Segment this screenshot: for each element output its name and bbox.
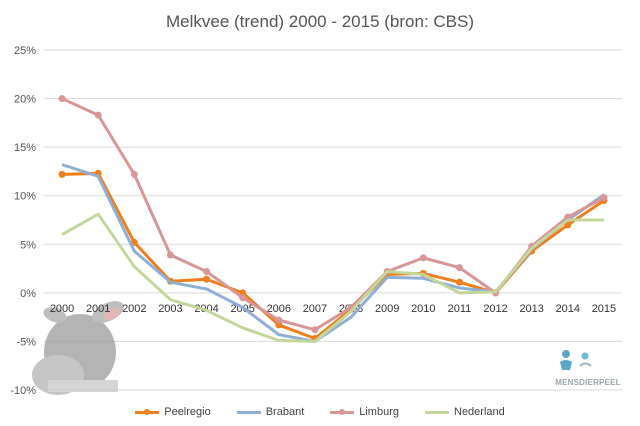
x-tick-label: 2014 — [556, 303, 580, 315]
data-point — [130, 170, 138, 178]
y-tick-label: 20% — [14, 94, 36, 106]
data-point — [166, 251, 174, 259]
x-tick-label: 2015 — [592, 303, 616, 315]
data-point — [94, 111, 102, 119]
legend-label: Peelregio — [164, 406, 211, 418]
watermark: MENSDIERPEEL — [548, 348, 628, 390]
y-tick-label: 15% — [14, 142, 36, 154]
y-tick-label: 25% — [14, 45, 36, 57]
cow-photo-icon — [32, 301, 124, 395]
y-tick-label: -10% — [10, 385, 36, 397]
y-tick-label: 5% — [20, 239, 36, 251]
legend-swatch — [425, 410, 449, 414]
legend-label: Nederland — [454, 406, 505, 418]
x-tick-label: 2013 — [519, 303, 543, 315]
legend-swatch — [330, 408, 355, 415]
data-point — [203, 267, 211, 275]
legend-swatch — [236, 410, 261, 414]
data-point — [203, 275, 211, 283]
x-tick-label: 2003 — [158, 303, 182, 315]
people-around-animal-logo-icon — [560, 350, 592, 370]
x-tick-label: 2011 — [448, 303, 472, 315]
x-tick-label: 2009 — [375, 303, 399, 315]
y-tick-label: 10% — [14, 191, 36, 203]
x-tick-label: 2012 — [483, 303, 507, 315]
legend-label: Limburg — [359, 406, 399, 418]
data-point — [275, 316, 283, 324]
legend-item-nederland: Nederland — [425, 406, 505, 418]
x-axis-labels: 2000200120022003200420052006200720082009… — [50, 303, 616, 315]
data-point — [275, 321, 283, 329]
legend-label: Brabant — [265, 406, 305, 418]
x-tick-label: 2000 — [50, 303, 74, 315]
data-point — [455, 278, 463, 286]
y-tick-label: 0% — [20, 288, 36, 300]
watermark-text: MENSDIERPEEL — [555, 378, 621, 387]
x-tick-label: 2010 — [411, 303, 435, 315]
x-tick-label: 2002 — [122, 303, 146, 315]
x-tick-label: 2006 — [267, 303, 291, 315]
legend-item-peelregio: Peelregio — [135, 406, 211, 418]
x-tick-label: 2001 — [86, 303, 110, 315]
data-point — [419, 254, 427, 262]
gridlines — [44, 49, 622, 391]
data-point — [58, 170, 66, 178]
series-lines — [58, 95, 608, 343]
legend: Peelregio Brabant Limburg Nederland — [0, 406, 640, 418]
legend-item-limburg: Limburg — [330, 406, 399, 418]
series-line-nederland — [61, 212, 604, 343]
legend-swatch — [135, 408, 160, 415]
y-tick-label: -5% — [16, 336, 36, 348]
series-limburg — [58, 95, 608, 334]
series-nederland — [61, 212, 604, 343]
chart-title: Melkvee (trend) 2000 - 2015 (bron: CBS) — [165, 12, 475, 31]
data-point — [58, 95, 66, 103]
x-tick-label: 2007 — [303, 303, 327, 315]
legend-item-brabant: Brabant — [236, 406, 305, 418]
data-point — [311, 326, 319, 334]
data-point — [600, 194, 608, 202]
data-point — [239, 294, 247, 302]
data-point — [455, 264, 463, 272]
series-line-limburg — [61, 97, 605, 332]
y-axis-labels: -10% -5% 0% 5% 10% 15% 20% 25% — [10, 45, 36, 397]
